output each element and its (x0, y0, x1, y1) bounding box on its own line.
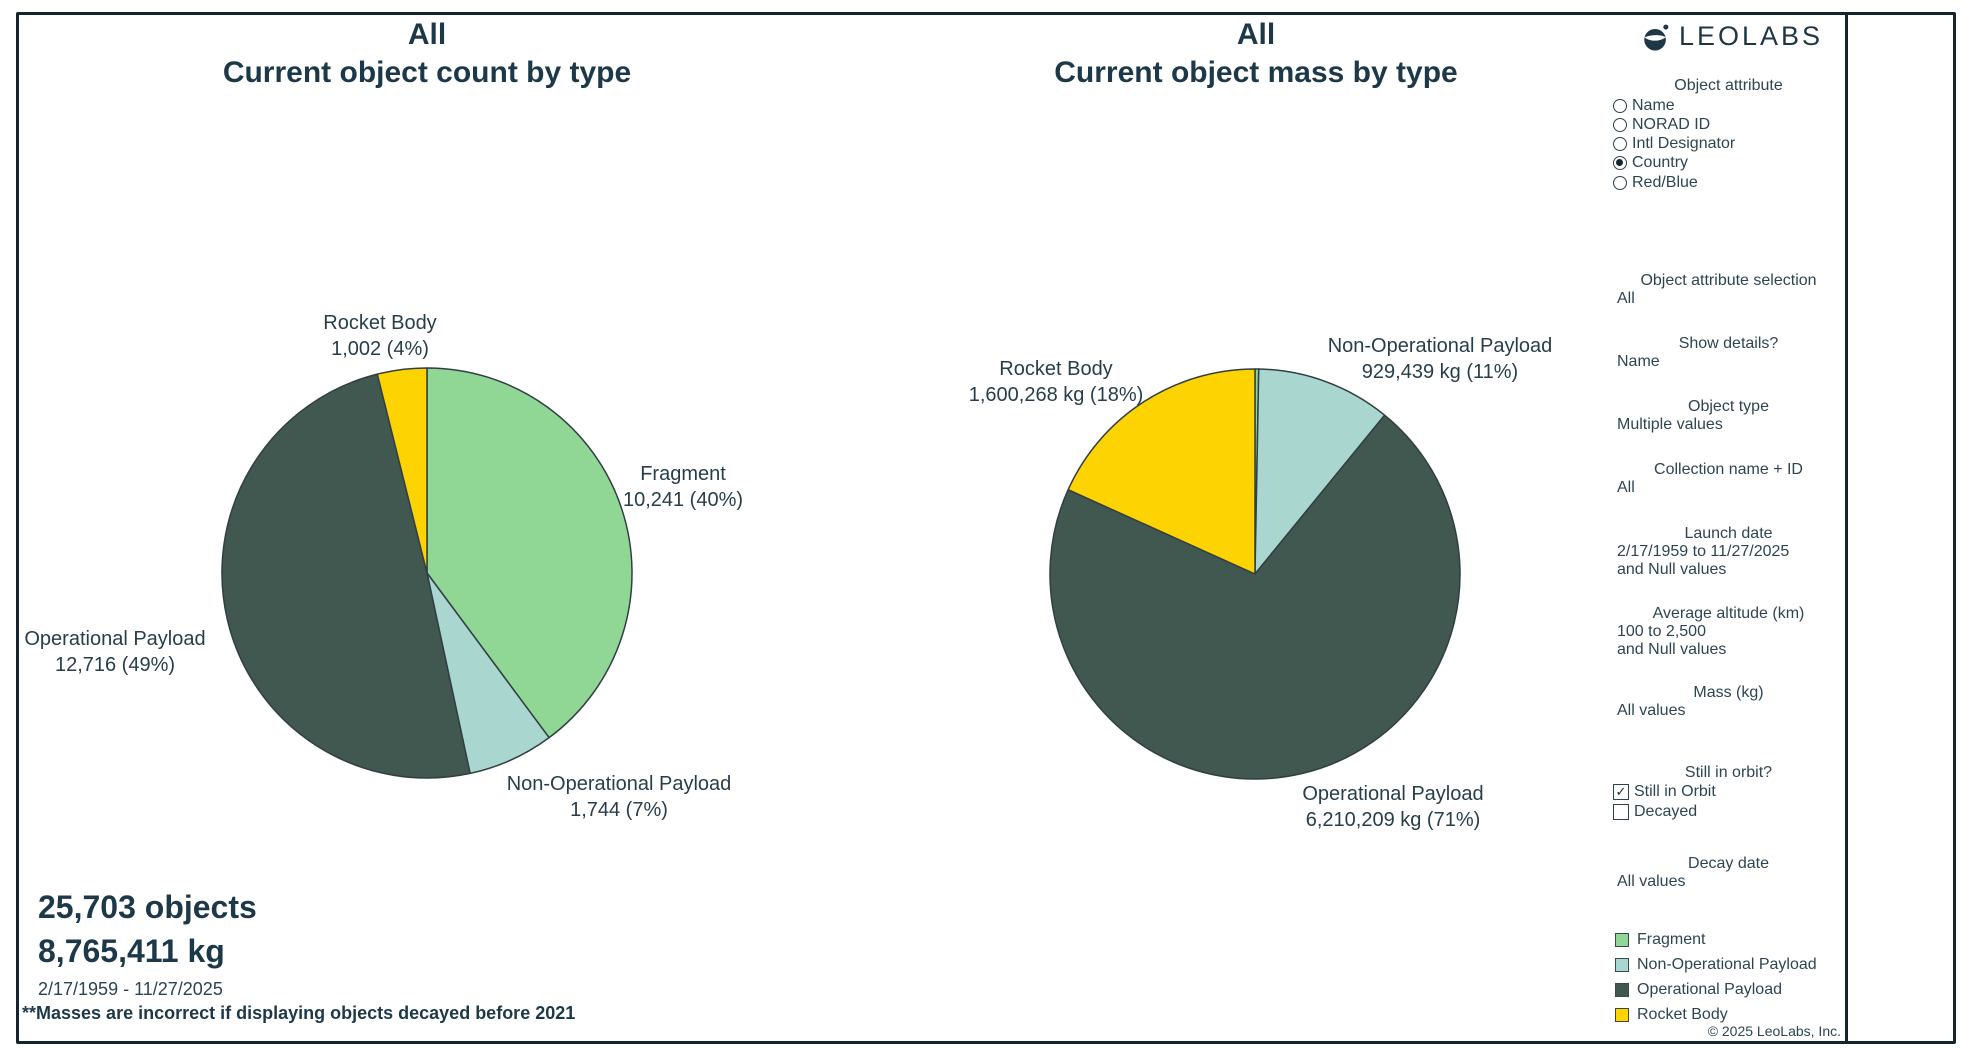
radio-label: NORAD ID (1632, 115, 1711, 133)
slice-name: Non-Operational Payload (506, 773, 732, 795)
radio-icon[interactable] (1613, 98, 1627, 113)
radio-icon-selected[interactable] (1613, 156, 1627, 171)
decay-date-heading: Decay date (1688, 855, 1769, 872)
slice-name: Rocket Body (323, 312, 437, 334)
object-type-value-0: Multiple values (1617, 416, 1723, 433)
leolabs-logo-text: LEOLABS (1679, 20, 1824, 51)
legend-item-non-operational-payload[interactable]: Non-Operational Payload (1615, 955, 1817, 975)
checkbox-label: Still in Orbit (1634, 782, 1716, 800)
launch-date-value-0: 2/17/1959 to 11/27/2025 (1617, 543, 1790, 560)
count-pie-chart (221, 367, 633, 779)
slice-name: Operational Payload (1302, 783, 1484, 805)
show-details-value-0: Name (1617, 353, 1660, 370)
slice-value: 1,744 (7%) (570, 799, 668, 821)
object-attribute-selection-value-0: All (1617, 290, 1635, 307)
object-attribute-heading: Object attribute (1674, 77, 1783, 94)
sidebar-right-divider (1845, 12, 1848, 1044)
radio-label: Intl Designator (1632, 135, 1736, 153)
legend-label: Fragment (1637, 931, 1706, 948)
legend-label: Rocket Body (1637, 1006, 1728, 1023)
leolabs-logo: LEOLABS (1641, 20, 1823, 52)
legend-swatch (1615, 958, 1629, 972)
object-type-heading: Object type (1688, 398, 1769, 415)
radio-label: Name (1632, 96, 1675, 114)
legend-swatch (1615, 983, 1629, 997)
average-altitude-km-value-1: and Null values (1617, 640, 1727, 658)
average-altitude-km-value-0: 100 to 2,500 (1617, 623, 1706, 640)
mass-kg-value-0: All values (1617, 702, 1686, 719)
radio-norad-id[interactable]: NORAD ID (1613, 115, 1710, 134)
checkbox-label: Decayed (1634, 802, 1698, 820)
slice-value: 1,600,268 kg (18%) (968, 384, 1144, 406)
mass-chart-title-line1: All (1236, 18, 1276, 51)
radio-label: Country (1632, 154, 1689, 172)
launch-date-value-1: and Null values (1617, 560, 1727, 578)
radio-icon[interactable] (1613, 175, 1627, 190)
mass-pie-chart (1049, 368, 1461, 780)
dashboard-border (16, 12, 1956, 1044)
slice-value: 12,716 (49%) (54, 654, 176, 676)
slice-value: 6,210,209 kg (71%) (1305, 809, 1481, 831)
radio-label: Red/Blue (1632, 173, 1698, 191)
count-label-fragment: Fragment 10,241 (40%) (533, 461, 833, 513)
mass-footnote: **Masses are incorrect if displaying obj… (22, 1003, 576, 1023)
date-range: 2/17/1959 - 11/27/2025 (38, 979, 223, 999)
checkbox-decayed[interactable]: Decayed (1613, 802, 1697, 821)
object-attribute-selection-heading: Object attribute selection (1640, 272, 1817, 289)
decay-date-value-0: All values (1617, 873, 1686, 890)
slice-value: 10,241 (40%) (622, 489, 744, 511)
mass-kg-heading: Mass (kg) (1693, 684, 1764, 701)
show-details-heading: Show details? (1678, 335, 1779, 352)
pie-slice-rocket-body[interactable] (376, 367, 428, 574)
slice-name: Non-Operational Payload (1327, 335, 1553, 357)
slice-name: Rocket Body (999, 358, 1113, 380)
legend-item-operational-payload[interactable]: Operational Payload (1615, 980, 1782, 1000)
count-chart-title: All Current object count by type (127, 16, 727, 92)
still-in-orbit-heading: Still in orbit? (1684, 764, 1773, 781)
legend-swatch (1615, 1008, 1629, 1022)
radio-name[interactable]: Name (1613, 96, 1675, 115)
mass-chart-title-line2: Current object mass by type (1054, 56, 1458, 89)
count-chart-title-line1: All (407, 18, 447, 51)
legend-item-fragment[interactable]: Fragment (1615, 930, 1705, 950)
radio-country[interactable]: Country (1613, 154, 1688, 173)
copyright-text: © 2025 LeoLabs, Inc. (1707, 1023, 1841, 1039)
checkbox-unchecked-icon[interactable] (1613, 803, 1629, 820)
count-label-non-operational-payload: Non-Operational Payload 1,744 (7%) (469, 771, 769, 823)
collection-name-id-value-0: All (1617, 479, 1635, 496)
mass-chart-title: All Current object mass by type (956, 16, 1556, 92)
pie-slice-non-operational-payload[interactable] (1254, 368, 1386, 575)
pie-slice-rocket-body[interactable] (1067, 368, 1256, 575)
total-object-count: 25,703 objects (38, 889, 257, 925)
legend-label: Operational Payload (1637, 981, 1782, 998)
launch-date-heading: Launch date (1684, 525, 1773, 542)
count-label-rocket-body: Rocket Body 1,002 (4%) (230, 310, 530, 362)
radio-intl-designator[interactable]: Intl Designator (1613, 135, 1735, 154)
mass-label-operational-payload: Operational Payload 6,210,209 kg (71%) (1243, 781, 1543, 833)
slice-value: 1,002 (4%) (331, 338, 429, 360)
average-altitude-km-heading: Average altitude (km) (1652, 605, 1805, 622)
checkbox-still-in-orbit[interactable]: ✓ Still in Orbit (1613, 782, 1716, 801)
radio-red-blue[interactable]: Red/Blue (1613, 173, 1698, 192)
pie-slice-operational-payload[interactable] (1049, 414, 1461, 780)
pie-slice-operational-payload[interactable] (221, 373, 471, 779)
legend-item-rocket-body[interactable]: Rocket Body (1615, 1005, 1728, 1025)
count-label-operational-payload: Operational Payload 12,716 (49%) (0, 626, 230, 678)
slice-name: Fragment (640, 463, 726, 485)
checkbox-checked-icon[interactable]: ✓ (1613, 783, 1629, 800)
mass-label-rocket-body: Rocket Body 1,600,268 kg (18%) (906, 356, 1206, 408)
leolabs-globe-icon (1644, 24, 1669, 51)
pie-slice-fragment[interactable] (426, 367, 633, 739)
collection-name-id-heading: Collection name + ID (1654, 461, 1803, 478)
radio-icon[interactable] (1613, 137, 1627, 152)
slice-value: 929,439 kg (11%) (1361, 361, 1519, 383)
legend-swatch (1615, 933, 1629, 947)
radio-icon[interactable] (1613, 117, 1627, 132)
legend-label: Non-Operational Payload (1637, 956, 1817, 973)
total-mass: 8,765,411 kg (38, 933, 225, 969)
mass-label-non-operational-payload: Non-Operational Payload 929,439 kg (11%) (1290, 333, 1590, 385)
slice-name: Operational Payload (24, 628, 206, 650)
count-chart-title-line2: Current object count by type (222, 56, 632, 89)
